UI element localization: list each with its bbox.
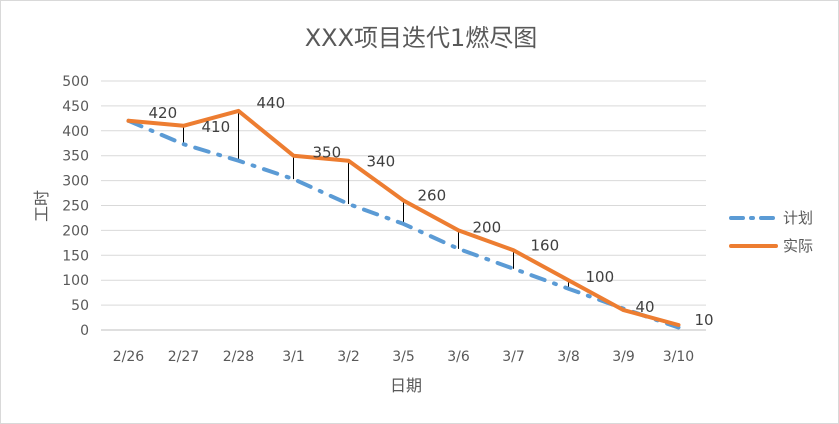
x-tick-label: 3/6 bbox=[447, 349, 470, 365]
data-label: 260 bbox=[418, 187, 447, 205]
x-tick-label: 3/1 bbox=[282, 349, 305, 365]
data-label: 420 bbox=[149, 104, 178, 122]
y-axis-title: 工时 bbox=[32, 190, 51, 222]
y-tick-label: 50 bbox=[71, 298, 89, 314]
data-label: 440 bbox=[257, 94, 286, 112]
chart-title: XXX项目迭代1燃尽图 bbox=[305, 24, 538, 52]
data-label: 410 bbox=[202, 118, 231, 136]
legend-actual-label: 实际 bbox=[783, 237, 813, 255]
y-tick-label: 500 bbox=[62, 74, 89, 90]
y-tick-label: 150 bbox=[62, 248, 89, 264]
data-label: 10 bbox=[695, 311, 714, 329]
y-axis-ticks: 0 50 100 150 200 250 300 350 400 450 500 bbox=[62, 74, 89, 339]
data-label: 350 bbox=[313, 144, 342, 162]
x-tick-label: 3/9 bbox=[612, 349, 635, 365]
x-axis-title: 日期 bbox=[390, 376, 422, 395]
actual-series-line bbox=[126, 108, 681, 327]
y-tick-label: 350 bbox=[62, 149, 89, 165]
x-axis-ticks: 2/26 2/27 2/28 3/1 3/2 3/5 3/6 3/7 3/8 3/9 3/10 bbox=[113, 349, 694, 365]
drop-lines bbox=[183, 110, 679, 328]
data-label: 200 bbox=[473, 218, 502, 236]
data-label: 160 bbox=[531, 236, 560, 254]
x-tick-label: 3/7 bbox=[502, 349, 525, 365]
y-tick-label: 300 bbox=[62, 174, 89, 190]
x-tick-label: 2/26 bbox=[113, 349, 145, 365]
data-label: 340 bbox=[367, 153, 396, 171]
data-label: 40 bbox=[636, 298, 655, 316]
x-tick-label: 2/27 bbox=[168, 349, 199, 365]
x-tick-label: 3/2 bbox=[337, 349, 360, 365]
x-tick-label: 3/8 bbox=[557, 349, 580, 365]
x-tick-label: 3/5 bbox=[392, 349, 415, 365]
y-tick-label: 200 bbox=[62, 223, 89, 239]
data-labels: 420 410 440 350 340 260 200 160 100 40 10 bbox=[149, 94, 714, 329]
y-tick-label: 0 bbox=[80, 323, 89, 339]
x-tick-label: 3/10 bbox=[663, 349, 694, 365]
legend-plan-label: 计划 bbox=[783, 209, 813, 227]
y-tick-label: 450 bbox=[62, 99, 89, 115]
y-tick-label: 400 bbox=[62, 124, 89, 140]
y-tick-label: 100 bbox=[62, 273, 89, 289]
x-tick-label: 2/28 bbox=[223, 349, 254, 365]
y-tick-label: 250 bbox=[62, 199, 89, 215]
plan-series-line bbox=[126, 118, 681, 330]
data-label: 100 bbox=[586, 268, 615, 286]
series-lines bbox=[126, 108, 681, 330]
